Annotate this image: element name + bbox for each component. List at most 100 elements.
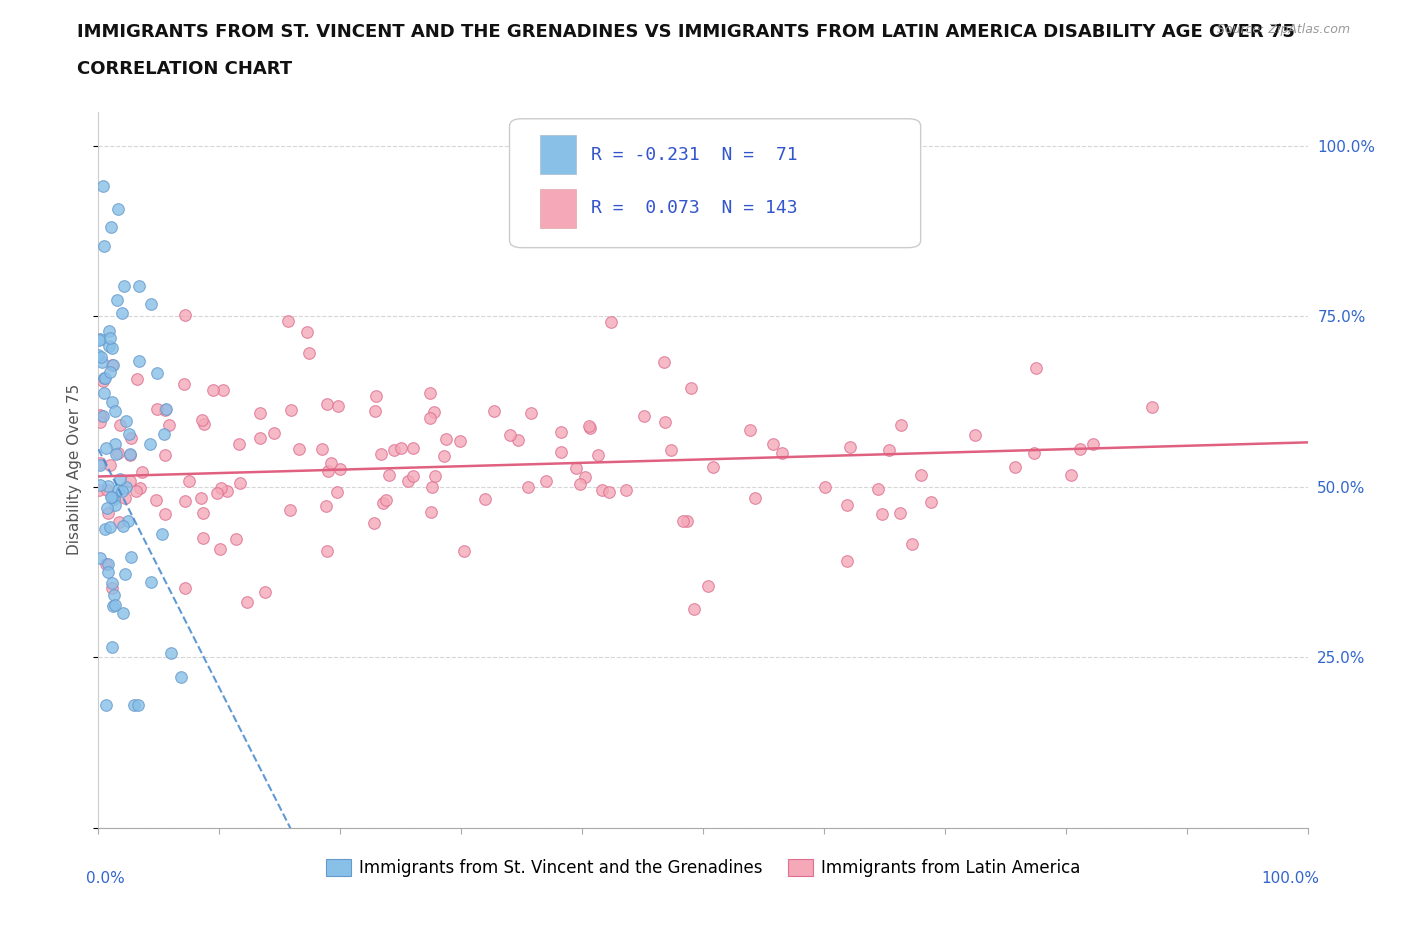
Point [101, 639, 124, 654]
Point [474, 491, 496, 506]
Point [671, 514, 693, 529]
Point [128, 278, 150, 293]
Point [145, 492, 167, 507]
Point [316, 463, 339, 478]
Point [319, 456, 342, 471]
Point [396, 473, 419, 488]
Point [215, 484, 238, 498]
Point [170, 670, 193, 684]
Point [89, 456, 111, 471]
Point [191, 506, 214, 521]
Point [111, 484, 134, 498]
Point [87, 333, 110, 348]
Point [364, 388, 387, 403]
Point [122, 698, 145, 712]
Point [191, 530, 214, 545]
Point [249, 431, 271, 445]
Point [100, 340, 122, 355]
Point [288, 442, 311, 457]
Point [120, 550, 142, 565]
Point [591, 482, 613, 497]
Point [103, 498, 125, 512]
Point [890, 418, 912, 432]
Point [920, 495, 942, 510]
Point [94, 522, 117, 537]
Text: Source: ZipAtlas.com: Source: ZipAtlas.com [1216, 23, 1350, 36]
Point [103, 492, 125, 507]
Point [419, 385, 441, 400]
Point [225, 531, 247, 546]
Point [118, 473, 141, 488]
Point [315, 498, 337, 513]
Point [329, 461, 352, 476]
Point [125, 484, 148, 498]
Point [378, 467, 401, 482]
Point [877, 443, 900, 458]
Text: R =  0.073  N = 143: R = 0.073 N = 143 [591, 199, 797, 218]
Point [91, 374, 114, 389]
Point [117, 427, 139, 442]
Point [97, 324, 120, 339]
Point [101, 576, 124, 591]
Point [118, 448, 141, 463]
Point [536, 473, 558, 488]
Point [98, 458, 121, 472]
Point [578, 418, 600, 433]
Point [870, 507, 893, 522]
Point [114, 566, 136, 581]
Point [423, 469, 446, 484]
Point [145, 402, 167, 417]
Legend: Immigrants from St. Vincent and the Grenadines, Immigrants from Latin America: Immigrants from St. Vincent and the Gren… [319, 852, 1087, 883]
Point [569, 477, 592, 492]
Point [371, 496, 394, 511]
FancyBboxPatch shape [509, 119, 921, 247]
Point [433, 448, 456, 463]
Point [370, 446, 392, 461]
Point [94, 698, 117, 712]
Point [97, 478, 120, 493]
Point [139, 437, 162, 452]
Point [326, 485, 349, 499]
Point [97, 505, 120, 520]
Point [298, 346, 321, 361]
Point [389, 441, 412, 456]
Point [211, 382, 233, 397]
Point [1004, 459, 1026, 474]
Point [103, 598, 125, 613]
Point [280, 403, 302, 418]
Point [160, 646, 183, 661]
Point [120, 446, 142, 461]
Point [697, 578, 720, 593]
Point [191, 412, 214, 427]
Point [93, 238, 115, 253]
Point [101, 358, 124, 373]
Point [702, 459, 724, 474]
Point [420, 480, 443, 495]
Point [114, 491, 136, 506]
Point [90, 355, 112, 370]
Point [1060, 467, 1083, 482]
Point [565, 460, 588, 475]
Point [157, 418, 180, 432]
Point [107, 201, 129, 216]
Point [89, 415, 111, 430]
Text: 0.0%: 0.0% [86, 870, 125, 885]
Point [419, 410, 441, 425]
Point [578, 421, 600, 436]
Point [1022, 445, 1045, 460]
Point [107, 445, 129, 460]
Point [145, 365, 167, 380]
Point [91, 408, 114, 423]
Point [100, 489, 122, 504]
Point [316, 396, 339, 411]
Point [96, 483, 118, 498]
Point [364, 403, 387, 418]
Point [402, 469, 425, 484]
Point [98, 331, 121, 346]
Point [174, 307, 197, 322]
Point [94, 557, 117, 572]
Point [108, 514, 131, 529]
Point [104, 446, 127, 461]
Point [87, 347, 110, 362]
Point [111, 306, 134, 321]
